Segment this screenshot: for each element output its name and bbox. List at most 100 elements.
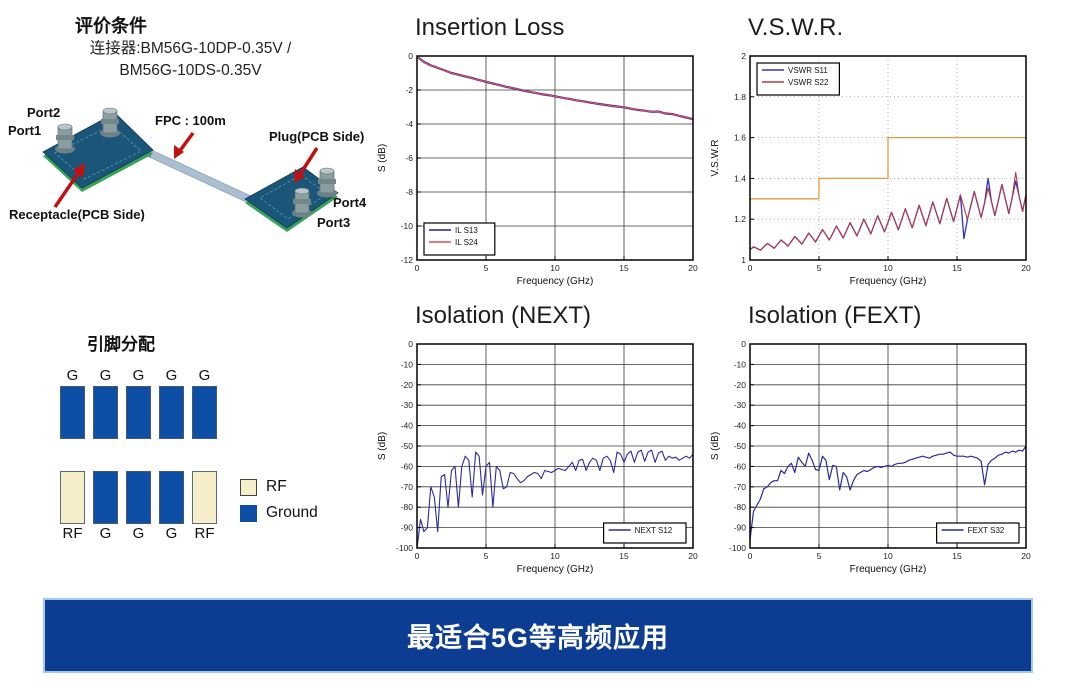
svg-text:0: 0 <box>415 551 420 561</box>
svg-text:-12: -12 <box>401 255 414 265</box>
svg-text:-60: -60 <box>401 461 414 471</box>
svg-text:10: 10 <box>883 263 893 273</box>
svg-text:IL S24: IL S24 <box>455 238 478 247</box>
svg-text:5: 5 <box>817 551 822 561</box>
svg-text:-8: -8 <box>405 187 413 197</box>
chart-insertion-loss: Insertion Loss 0 5 10 15 20 0 -2 -4 -6 -8 -10 -12 Fr… <box>375 12 705 305</box>
connector-line1: 连接器:BM56G-10DP-0.35V / <box>89 40 292 57</box>
svg-text:-6: -6 <box>405 153 413 163</box>
chart-isolation-next: Isolation (NEXT) 0 5 10 15 20 0 -10 -20 -30 -40 -5… <box>375 300 705 593</box>
svg-text:-50: -50 <box>734 441 747 451</box>
pin-ground: G <box>93 471 118 544</box>
pin-ground: G <box>159 471 184 544</box>
svg-text:VSWR S11: VSWR S11 <box>788 66 828 75</box>
chart-title: Isolation (NEXT) <box>415 302 592 329</box>
svg-text:10: 10 <box>550 263 560 273</box>
legend-ground: Ground <box>240 503 318 523</box>
pin-assignment-title: 引脚分配 <box>87 335 155 354</box>
svg-text:S (dB): S (dB) <box>377 144 388 172</box>
pin-ground: G <box>60 366 85 439</box>
connector-spec: 连接器:BM56G-10DP-0.35V / BM56G-10DS-0.35V <box>18 38 363 82</box>
svg-text:-30: -30 <box>401 400 414 410</box>
svg-text:-10: -10 <box>401 221 414 231</box>
svg-text:15: 15 <box>619 263 629 273</box>
svg-text:15: 15 <box>952 551 962 561</box>
svg-text:1.6: 1.6 <box>734 133 746 143</box>
port4-label: Port4 <box>333 195 367 210</box>
fpc-label: FPC : 100m <box>155 113 226 128</box>
receptacle-board <box>42 112 154 192</box>
pin-rf: RF <box>192 471 217 544</box>
svg-text:Frequency (GHz): Frequency (GHz) <box>517 564 594 575</box>
svg-text:-100: -100 <box>396 543 413 553</box>
pin-row-top: G G G G G <box>60 366 217 439</box>
svg-text:0: 0 <box>415 263 420 273</box>
pin-rf: RF <box>60 471 85 544</box>
svg-text:15: 15 <box>952 263 962 273</box>
svg-text:-4: -4 <box>405 119 413 129</box>
svg-text:1: 1 <box>741 255 746 265</box>
svg-text:-40: -40 <box>401 421 414 431</box>
plug-board <box>244 166 339 232</box>
svg-text:S (dB): S (dB) <box>710 432 721 460</box>
plug-label: Plug(PCB Side) <box>269 129 364 144</box>
receptacle-label: Receptacle(PCB Side) <box>9 207 145 222</box>
pin-ground: G <box>159 366 184 439</box>
banner-text: 最适合5G等高频应用 <box>406 623 670 653</box>
svg-text:-20: -20 <box>401 380 414 390</box>
vswr-plot: 0 5 10 15 20 1 1.2 1.4 1.6 1.8 2 Frequency (GHz) V.S… <box>710 51 1031 287</box>
svg-text:-30: -30 <box>734 400 747 410</box>
svg-text:NEXT S12: NEXT S12 <box>635 526 673 535</box>
pin-ground: G <box>93 366 118 439</box>
svg-text:1.2: 1.2 <box>734 214 746 224</box>
pin-ground: G <box>126 471 151 544</box>
fpc-ribbon <box>144 146 256 207</box>
chart-title: V.S.W.R. <box>748 14 844 41</box>
port2-connector <box>100 107 120 138</box>
rf-legend-label: RF <box>266 478 287 495</box>
pin-row-bottom: RF G G G RF <box>60 471 217 544</box>
svg-text:-100: -100 <box>729 543 746 553</box>
plug-arrow <box>294 147 319 183</box>
insertion-loss-plot: 0 5 10 15 20 0 -2 -4 -6 -8 -10 -12 Frequency (GHz) S … <box>377 51 698 287</box>
isolation-next-plot: 0 5 10 15 20 0 -10 -20 -30 -40 -50 -60 -70 -80 -90 -100… <box>377 339 698 575</box>
svg-text:VSWR S22: VSWR S22 <box>788 78 829 87</box>
svg-text:0: 0 <box>748 551 753 561</box>
svg-text:Frequency (GHz): Frequency (GHz) <box>850 564 927 575</box>
svg-text:V.S.W.R: V.S.W.R <box>710 140 721 177</box>
chart-title: Isolation (FEXT) <box>748 302 922 329</box>
svg-text:0: 0 <box>741 339 746 349</box>
port4-connector <box>317 167 337 198</box>
svg-text:15: 15 <box>619 551 629 561</box>
pin-ground: G <box>126 366 151 439</box>
svg-text:5: 5 <box>817 263 822 273</box>
svg-text:1.8: 1.8 <box>734 92 746 102</box>
svg-text:-40: -40 <box>734 421 747 431</box>
svg-text:1.4: 1.4 <box>734 173 746 183</box>
svg-text:-80: -80 <box>401 502 414 512</box>
evaluation-conditions-title: 评价条件 <box>75 16 147 36</box>
svg-text:0: 0 <box>408 339 413 349</box>
conclusion-banner: 最适合5G等高频应用 <box>43 598 1033 673</box>
svg-text:5: 5 <box>484 551 489 561</box>
test-fixture-diagram: Port2 Port1 FPC : 100m Plug(PCB Side) Re… <box>8 105 367 232</box>
fpc-arrow <box>174 131 195 159</box>
port3-label: Port3 <box>317 215 350 230</box>
svg-text:-90: -90 <box>734 523 747 533</box>
svg-text:10: 10 <box>550 551 560 561</box>
svg-text:-10: -10 <box>401 359 414 369</box>
svg-text:20: 20 <box>688 551 698 561</box>
svg-text:5: 5 <box>484 263 489 273</box>
svg-text:0: 0 <box>408 51 413 61</box>
svg-text:-10: -10 <box>734 359 747 369</box>
svg-text:-50: -50 <box>401 441 414 451</box>
chart-vswr: V.S.W.R. 0 5 10 15 20 1 1.2 1.4 1.6 1.8 2 Frequency… <box>708 12 1038 305</box>
svg-text:-80: -80 <box>734 502 747 512</box>
svg-text:0: 0 <box>748 263 753 273</box>
svg-text:Frequency (GHz): Frequency (GHz) <box>517 276 594 287</box>
legend-rf: RF <box>240 477 318 497</box>
port1-label: Port1 <box>8 123 41 138</box>
svg-text:Frequency (GHz): Frequency (GHz) <box>850 276 927 287</box>
svg-text:20: 20 <box>688 263 698 273</box>
